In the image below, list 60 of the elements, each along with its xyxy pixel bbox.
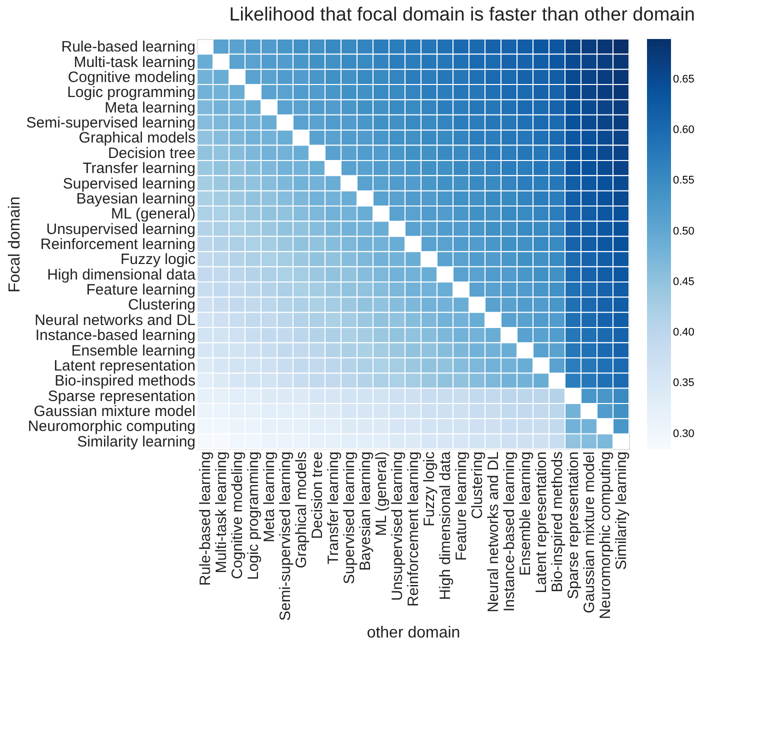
x-tick-label: Latent representation [533,452,550,594]
y-tick-label: Rule-based learning [61,38,196,56]
color-bar-label: 0.35 [673,377,694,390]
color-bar-label: 0.60 [673,124,694,136]
x-tick-label: High dimensional data [437,450,454,600]
x-tick-label: Gaussian mixture model [581,452,598,614]
color-bar-label: 0.55 [673,174,694,187]
x-tick-label: Similarity learning [613,452,630,570]
x-tick-label: Ensemble learning [517,452,534,576]
y-tick-label: Gaussian mixture model [34,403,196,420]
x-tick-label: Neuromorphic computing [597,452,614,620]
x-tick-label: Bayesian learning [357,452,374,571]
y-tick-label: Meta learning [104,99,196,116]
y-tick-label: Bayesian learning [76,190,196,208]
y-tick-label: Unsupervised learning [46,220,196,238]
x-tick-label: Neural networks and DL [485,452,502,612]
x-tick-label: Clustering [469,452,486,520]
color-bar-label: 0.40 [673,326,694,339]
y-tick-label: Neural networks and DL [34,312,196,329]
y-tick-label: Instance-based learning [35,327,196,344]
x-tick-label: Reinforcement learning [405,452,422,607]
color-bar-label: 0.30 [673,428,694,440]
y-tick-label: Neuromorphic computing [28,418,196,436]
y-tick-label: Graphical models [78,130,196,147]
color-bar-label: 0.65 [673,73,694,86]
x-tick-label: Fuzzy logic [421,451,438,527]
y-tick-label: ML (general) [111,206,196,223]
color-bar-label: 0.50 [673,225,694,238]
y-axis-title: Focal domain [6,196,24,293]
x-tick-label: Unsupervised learning [389,452,406,601]
x-tick-label: Sparse representation [565,452,582,600]
y-tick-label: Ensemble learning [71,342,196,360]
x-tick-label: Meta learning [261,452,278,542]
color-bar-label: 0.45 [673,276,694,288]
x-tick-label: Instance-based learning [501,452,518,612]
y-tick-label: Multi-task learning [74,54,196,71]
y-tick-label: Logic programming [67,84,196,102]
x-tick-label: Feature learning [453,452,470,561]
chart-title: Likelihood that focal domain is faster than other domain [229,4,695,26]
y-tick-label: Supervised learning [62,175,196,192]
y-tick-label: Sparse representation [48,388,196,405]
y-tick-label: High dimensional data [47,266,196,284]
x-tick-label: Supervised learning [341,452,358,584]
y-tick-label: Semi-supervised learning [26,114,196,132]
x-tick-label: Bio-inspired methods [549,452,566,592]
y-tick-label: Latent representation [54,357,196,374]
y-tick-label: Bio-inspired methods [54,372,196,390]
y-tick-label: Cognitive modeling [68,68,196,86]
x-tick-label: ML (general) [373,452,390,536]
y-tick-label: Transfer learning [82,160,196,178]
x-tick-label: Decision tree [309,452,326,540]
y-tick-label: Reinforcement learning [40,236,196,253]
y-tick-label: Clustering [128,296,196,314]
y-tick-label: Fuzzy logic [120,251,196,268]
y-tick-label: Similarity learning [77,433,196,450]
x-tick-label: Transfer learning [325,452,342,564]
x-tick-label: Graphical models [293,452,310,568]
y-tick-label: Decision tree [108,144,196,162]
y-tick-label: Feature learning [86,282,196,299]
x-axis-title: other domain [366,624,460,642]
